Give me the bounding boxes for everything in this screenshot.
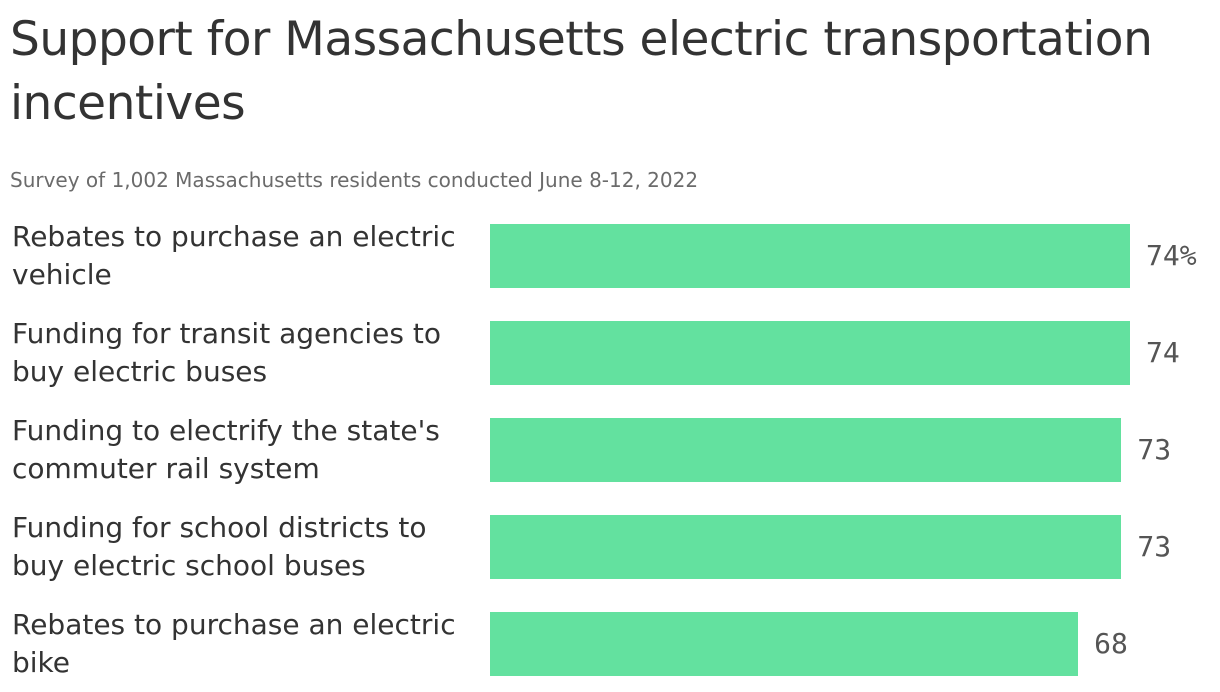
bar [490,224,1130,288]
chart-title: Support for Massachusetts electric trans… [10,12,1153,131]
category-label: Funding for transit agencies to buy elec… [12,317,441,388]
chart-subtitle: Survey of 1,002 Massachusetts residents … [10,168,699,192]
category-label: Funding for school districts to buy elec… [12,511,427,582]
category-label: Rebates to purchase an electric vehicle [12,220,456,291]
value-label: 68 [1094,627,1128,660]
value-label: 73 [1137,433,1172,466]
bar [490,418,1122,482]
value-label: 74% [1146,239,1197,272]
value-label: 74 [1146,336,1180,369]
category-label: Rebates to purchase an electric bike [12,608,456,679]
value-label: 73 [1137,530,1172,563]
bar [490,612,1079,676]
bar [490,515,1122,579]
category-label: Funding to electrify the state's commute… [12,414,440,485]
bar [490,321,1130,385]
